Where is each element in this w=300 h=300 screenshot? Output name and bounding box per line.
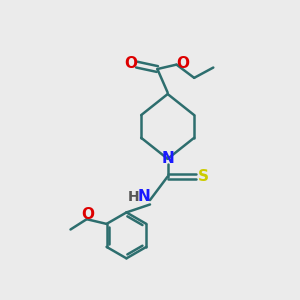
Text: O: O	[124, 56, 137, 70]
Text: N: N	[161, 151, 174, 166]
Text: O: O	[81, 207, 94, 222]
Text: H: H	[128, 190, 140, 203]
Text: S: S	[197, 169, 208, 184]
Text: O: O	[176, 56, 189, 70]
Text: N: N	[137, 189, 150, 204]
